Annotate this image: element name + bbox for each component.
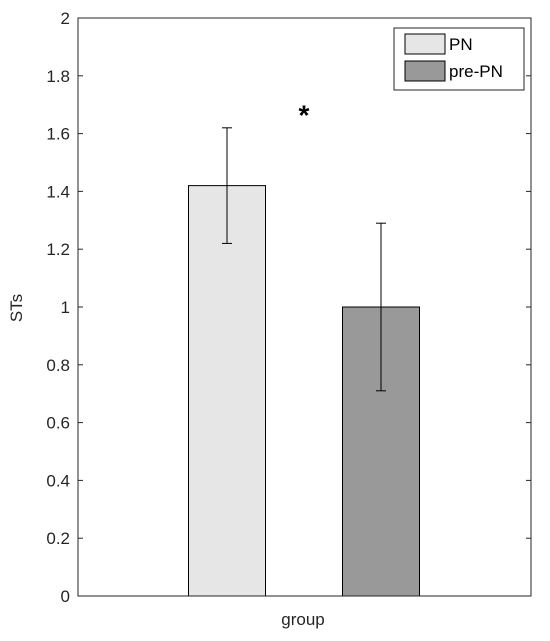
y-tick-label: 0.4 [46, 471, 70, 490]
legend-swatch [404, 60, 446, 82]
errorbars-layer [222, 127, 386, 392]
y-tick-label: 1.8 [46, 67, 70, 86]
y-tick-label: 0.6 [46, 414, 70, 433]
y-tick-label: 0.8 [46, 356, 70, 375]
annotation-layer: * [299, 99, 310, 130]
error-bar-pn [222, 127, 232, 244]
y-tick-label: 0 [61, 587, 70, 606]
y-tick-label: 1.6 [46, 125, 70, 144]
y-tick-label: 0.2 [46, 529, 70, 548]
bar-pn [188, 185, 266, 597]
significance-star: * [299, 99, 310, 130]
y-tick-label: 1.4 [46, 182, 70, 201]
legend: PN pre-PN [393, 27, 525, 91]
x-axis-label: group [281, 610, 324, 629]
error-bar-pre-pn [376, 222, 386, 392]
y-axis-label: STs [7, 294, 26, 322]
ticks-layer: 0 0.2 0.4 0.6 0.8 1 1.2 1.4 1.6 1.8 2 [46, 9, 531, 606]
legend-swatch [404, 33, 446, 55]
legend-label: PN [449, 35, 473, 54]
legend-label: pre-PN [449, 62, 503, 81]
y-tick-label: 2 [61, 9, 70, 28]
y-tick-label: 1 [61, 298, 70, 317]
y-tick-label: 1.2 [46, 240, 70, 259]
